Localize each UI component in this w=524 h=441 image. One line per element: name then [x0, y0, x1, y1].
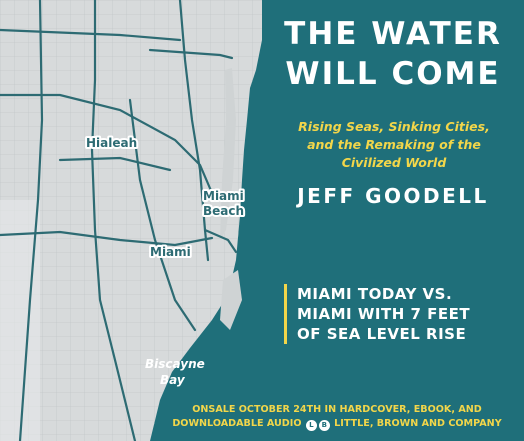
- label-miami: Miami: [150, 245, 191, 259]
- label-miami-beach-line1: Miami: [203, 189, 244, 203]
- svg-text:Miami: Miami: [203, 189, 244, 203]
- availability-footer: ONSALE OCTOBER 24TH IN HARDCOVER, EBOOK,…: [150, 403, 524, 431]
- book-subtitle-line3: Civilized World: [341, 155, 447, 170]
- publisher-logo-left: L: [305, 420, 317, 431]
- map-place-labels: Hialeah Hialeah Miami Miami Beach Beach …: [84, 134, 246, 387]
- book-subtitle: Rising Seas, Sinking Cities, and the Rem…: [276, 118, 512, 172]
- footer-audio-text: DOWNLOADABLE AUDIO: [172, 418, 302, 429]
- svg-text:Hialeah: Hialeah: [86, 136, 137, 150]
- label-bay-line1: Biscayne: [145, 357, 205, 371]
- svg-text:Miami: Miami: [150, 245, 191, 259]
- book-title: THE WATER WILL COME: [262, 14, 524, 94]
- comparison-line1: MIAMI TODAY VS.: [297, 285, 453, 303]
- book-subtitle-line1: Rising Seas, Sinking Cities,: [298, 119, 490, 134]
- book-subtitle-line2: and the Remaking of the: [307, 137, 481, 152]
- book-title-line1: THE WATER: [284, 16, 502, 52]
- comparison-line2: MIAMI WITH 7 FEET: [297, 305, 471, 323]
- label-miami-beach-line2: Beach: [203, 204, 244, 218]
- label-bay-line2: Bay: [160, 373, 186, 387]
- label-hialeah: Hialeah: [86, 136, 137, 150]
- author-name: JEFF GOODELL: [297, 184, 489, 208]
- publisher-logo-right: B: [318, 420, 330, 431]
- land-area: [0, 0, 262, 441]
- comparison-callout: MIAMI TODAY VS. MIAMI WITH 7 FEET OF SEA…: [284, 284, 517, 344]
- publisher-name: LITTLE, BROWN AND COMPANY: [334, 418, 502, 429]
- comparison-line3: OF SEA LEVEL RISE: [297, 325, 467, 343]
- footer-line1: ONSALE OCTOBER 24TH IN HARDCOVER, EBOOK,…: [192, 404, 482, 415]
- book-title-line2: WILL COME: [285, 56, 501, 92]
- highways: [0, 0, 238, 441]
- svg-text:Beach: Beach: [203, 204, 244, 218]
